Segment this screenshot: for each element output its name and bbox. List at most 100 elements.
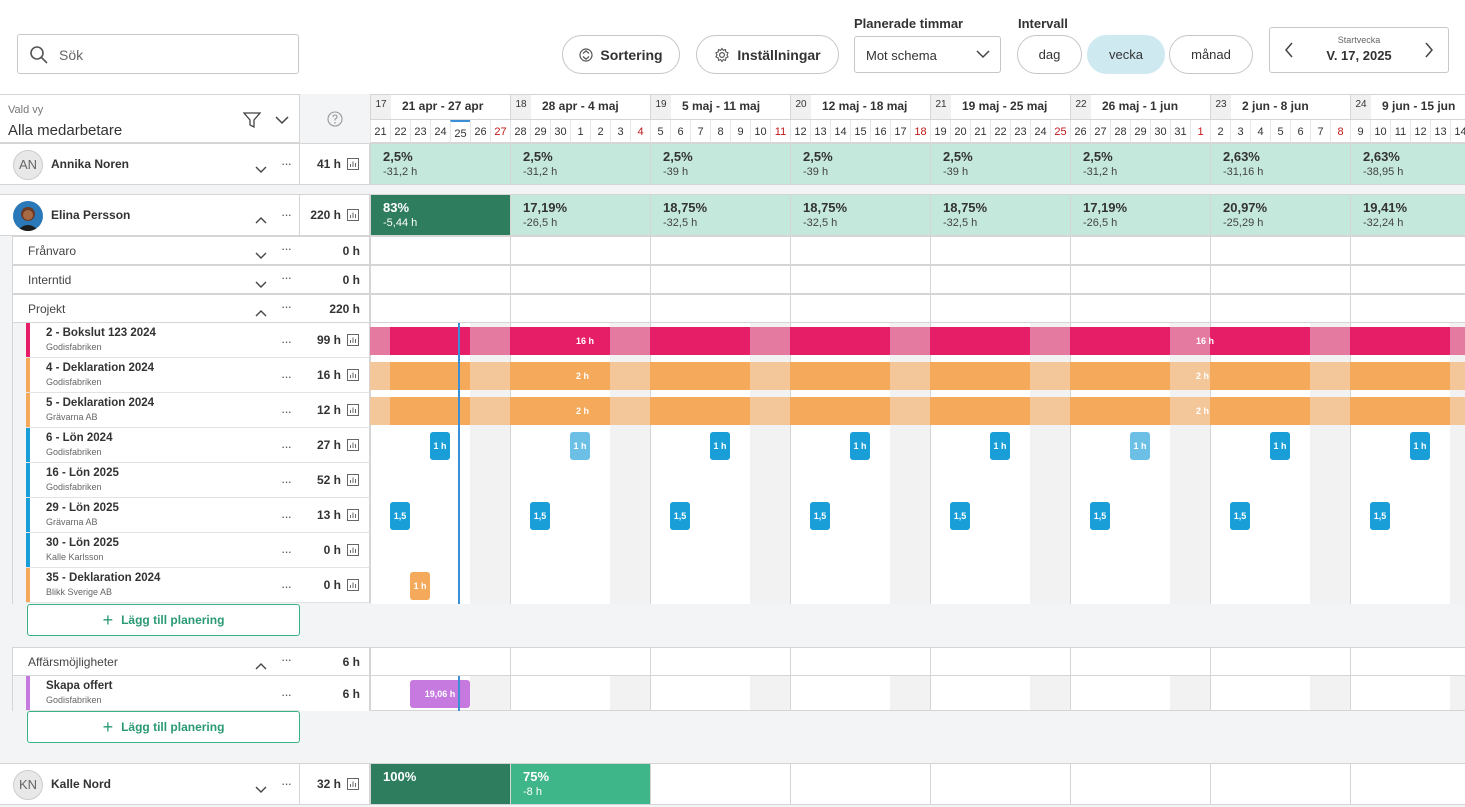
planning-chip[interactable]: 1,5 (1090, 502, 1110, 530)
week-divider (510, 295, 511, 322)
weekend-shade (1330, 323, 1350, 604)
chevron-icon[interactable] (255, 247, 267, 265)
bar-label[interactable]: 2 h (1196, 371, 1210, 381)
startweek-label: Startvecka (1337, 35, 1381, 45)
chart-icon[interactable] (347, 334, 359, 346)
more-icon[interactable]: ··· (281, 509, 292, 524)
chart-icon[interactable] (347, 778, 359, 790)
chart-icon[interactable] (347, 474, 359, 486)
more-icon[interactable]: ··· (281, 652, 292, 667)
chevron-left-icon[interactable] (1284, 42, 1294, 58)
more-icon[interactable]: ··· (281, 579, 292, 594)
bar-segment (1190, 362, 1210, 390)
planning-chip[interactable]: 1,5 (670, 502, 690, 530)
chevron-icon[interactable] (255, 781, 267, 799)
category-cells (370, 265, 1465, 294)
bar-label[interactable]: 2 h (576, 371, 590, 381)
interval-month-option[interactable]: månad (1169, 35, 1253, 74)
more-icon[interactable]: ··· (281, 156, 292, 171)
more-icon[interactable]: ··· (281, 334, 292, 349)
planning-chip[interactable]: 1 h (1130, 432, 1150, 460)
add-planning-button[interactable]: + Lägg till planering (27, 604, 300, 636)
chevron-icon[interactable] (255, 161, 267, 179)
planning-chip[interactable]: 19,06 h (410, 680, 470, 708)
search-input[interactable]: Sök (17, 34, 299, 74)
more-icon[interactable]: ··· (281, 369, 292, 384)
bar-label[interactable]: 2 h (576, 406, 590, 416)
project-row: 4 - Deklaration 2024 Godisfabriken ··· (26, 358, 300, 393)
interval-week-option[interactable]: vecka (1087, 35, 1165, 74)
more-icon[interactable]: ··· (281, 776, 292, 791)
settings-label: Inställningar (737, 46, 821, 63)
bar-segment (1370, 327, 1390, 355)
more-icon[interactable]: ··· (281, 474, 292, 489)
hours-total: 32 h (300, 764, 370, 804)
planning-chip[interactable]: 1 h (850, 432, 870, 460)
planning-chip[interactable]: 1,5 (530, 502, 550, 530)
planning-chip[interactable]: 1 h (430, 432, 450, 460)
chevron-icon[interactable] (255, 658, 267, 676)
more-icon[interactable]: ··· (281, 439, 292, 454)
bar-segment (750, 362, 770, 390)
filter-icon[interactable] (243, 111, 261, 129)
planning-chip[interactable]: 1 h (570, 432, 590, 460)
chart-icon[interactable] (347, 509, 359, 521)
planned-hours-select[interactable]: Mot schema (854, 36, 1001, 73)
bar-segment (550, 397, 570, 425)
bar-label[interactable]: 16 h (576, 336, 595, 346)
chart-icon[interactable] (347, 439, 359, 451)
more-icon[interactable]: ··· (281, 687, 292, 702)
week-divider (1070, 648, 1071, 675)
planning-chip[interactable]: 1 h (990, 432, 1010, 460)
planning-chip[interactable]: 1,5 (1230, 502, 1250, 530)
more-icon[interactable]: ··· (281, 544, 292, 559)
planning-chip[interactable]: 1 h (710, 432, 730, 460)
planning-chip[interactable]: 1,5 (810, 502, 830, 530)
bar-segment (1390, 327, 1410, 355)
chart-icon[interactable] (347, 579, 359, 591)
more-icon[interactable]: ··· (281, 270, 292, 285)
more-icon[interactable]: ··· (281, 299, 292, 314)
planning-chip[interactable]: 1,5 (950, 502, 970, 530)
bar-segment (1030, 397, 1050, 425)
day-cell: 26 (1070, 120, 1090, 144)
chevron-icon[interactable] (255, 212, 267, 230)
capacity-percent: 83% (383, 200, 410, 215)
chart-icon[interactable] (347, 404, 359, 416)
add-planning-button[interactable]: + Lägg till planering (27, 711, 300, 743)
view-value[interactable]: Alla medarbetare (8, 122, 123, 139)
more-icon[interactable]: ··· (281, 241, 292, 256)
planning-chip[interactable]: 1 h (410, 572, 430, 600)
planning-chip[interactable]: 1,5 (1370, 502, 1390, 530)
more-icon[interactable]: ··· (281, 207, 292, 222)
day-cell: 28 (1110, 120, 1130, 144)
bar-segment (1290, 397, 1310, 425)
chevron-icon[interactable] (255, 305, 267, 323)
bar-label[interactable]: 2 h (1196, 406, 1210, 416)
chevron-right-icon[interactable] (1424, 42, 1434, 58)
chevron-icon[interactable] (255, 276, 267, 294)
week-divider (1210, 237, 1211, 264)
day-cell: 7 (690, 120, 710, 144)
bar-segment (1250, 327, 1270, 355)
chevron-down-icon[interactable] (275, 116, 289, 125)
interval-day-option[interactable]: dag (1017, 35, 1082, 74)
help-icon[interactable] (327, 111, 343, 127)
sort-button[interactable]: Sortering (562, 35, 680, 74)
bar-label[interactable]: 16 h (1196, 336, 1215, 346)
planning-chip[interactable]: 1 h (1270, 432, 1290, 460)
planning-chip[interactable]: 1 h (1410, 432, 1430, 460)
chart-icon[interactable] (347, 158, 359, 170)
weekend-shade (1170, 323, 1190, 604)
bar-segment (470, 362, 490, 390)
settings-button[interactable]: Inställningar (696, 35, 839, 74)
bar-segment (1070, 362, 1090, 390)
chart-icon[interactable] (347, 209, 359, 221)
day-cell: 10 (1370, 120, 1390, 144)
bar-segment (570, 327, 590, 355)
chart-icon[interactable] (347, 369, 359, 381)
bar-segment (950, 397, 970, 425)
more-icon[interactable]: ··· (281, 404, 292, 419)
planning-chip[interactable]: 1,5 (390, 502, 410, 530)
chart-icon[interactable] (347, 544, 359, 556)
